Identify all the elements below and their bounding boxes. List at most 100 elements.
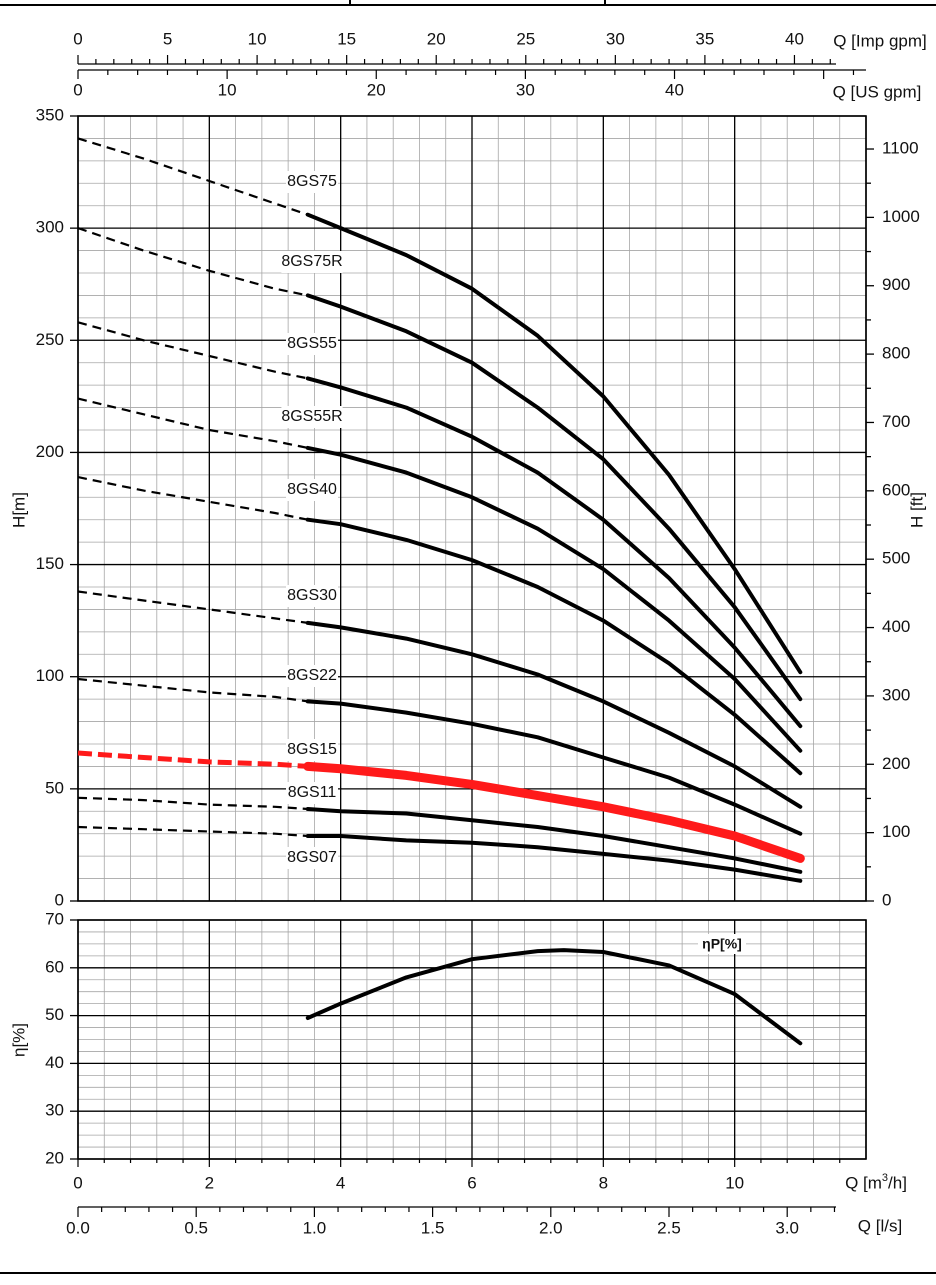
y-tick-label: 300: [36, 218, 64, 237]
curve-label-bg: [286, 171, 338, 193]
curve-8gs55: [305, 376, 803, 729]
curve-label-bg: [281, 251, 343, 273]
x-tick-label: 2: [205, 1173, 214, 1192]
eta-axis-label: η[%]: [9, 1023, 28, 1057]
imp-gpm-tick-label: 35: [695, 29, 714, 48]
curve-label-bg: [286, 665, 338, 687]
y-right-tick-label: 0: [882, 890, 891, 909]
us-gpm-axis-label: Q [US gpm]: [833, 82, 922, 101]
curve-label-bg: [286, 333, 338, 355]
curve-8gs55r-dashed: [77, 397, 309, 449]
curve-8gs11-dashed: [77, 796, 308, 811]
eta-label-bg: [698, 934, 746, 954]
curve-label-8gs22: 8GS22: [287, 667, 337, 684]
curve-8gs07-dashed: [77, 825, 308, 838]
y-tick-label: 50: [45, 778, 64, 797]
curve-8gs55r: [305, 445, 803, 753]
y-right-tick-label: 200: [882, 754, 910, 773]
y-right-tick-label: 800: [882, 344, 910, 363]
curve-8gs22: [305, 699, 803, 836]
x-tick-label: 8: [599, 1173, 608, 1192]
curve-label-bg: [286, 782, 338, 804]
us-gpm-tick-label: 0: [73, 80, 82, 99]
ls-tick-label: 2.5: [657, 1218, 681, 1237]
curve-8gs15-dashed: [77, 750, 308, 769]
imp-gpm-tick-label: 0: [73, 29, 82, 48]
curve-label-8gs55r: 8GS55R: [281, 408, 342, 425]
curve-label-8gs40: 8GS40: [287, 481, 337, 498]
ls-tick-label: 2.0: [539, 1218, 563, 1237]
imp-gpm-tick-label: 30: [606, 29, 625, 48]
eta-tick-label: 20: [45, 1148, 64, 1167]
eta-tick-label: 40: [45, 1053, 64, 1072]
curve-8gs30: [305, 620, 803, 809]
curve-8gs75r-dashed: [77, 227, 309, 297]
y-right-tick-label: 700: [882, 412, 910, 431]
y-tick-label: 150: [36, 554, 64, 573]
y-axis-label: H[m]: [9, 492, 28, 528]
curve-8gs75: [305, 212, 803, 675]
ls-axis-label: Q [l/s]: [858, 1216, 902, 1235]
curve-8gs30-dashed: [77, 590, 308, 624]
imp-gpm-tick-label: 20: [427, 29, 446, 48]
curve-label-8gs75r: 8GS75R: [281, 253, 342, 270]
y-tick-label: 200: [36, 442, 64, 461]
curve-8gs75-dashed: [77, 137, 309, 216]
y-right-axis-label: H [ft]: [907, 492, 926, 528]
curve-8gs15: [303, 761, 805, 863]
curve-label-bg: [286, 479, 338, 501]
y-tick-label: 350: [36, 105, 64, 124]
y-right-tick-label: 300: [882, 685, 910, 704]
y-right-tick-label: 900: [882, 275, 910, 294]
imp-gpm-tick-label: 25: [516, 29, 535, 48]
y-tick-label: 0: [55, 890, 64, 909]
curve-8gs22-dashed: [77, 677, 308, 703]
eta-series-label: ηP[%]: [702, 936, 742, 952]
curve-8gs07: [305, 834, 803, 883]
x-tick-label: 0: [73, 1173, 82, 1192]
x-tick-label: 10: [725, 1173, 744, 1192]
curve-label-bg: [281, 406, 343, 428]
us-gpm-tick-label: 30: [516, 80, 535, 99]
y-tick-label: 100: [36, 666, 64, 685]
curve-label-8gs11: 8GS11: [288, 784, 337, 801]
curve-8gs40-dashed: [77, 476, 309, 521]
imp-gpm-axis-label: Q [Imp gpm]: [833, 31, 927, 50]
eta-tick-label: 30: [45, 1101, 64, 1120]
curve-efficiency: [305, 948, 803, 1046]
curve-label-8gs07: 8GS07: [287, 849, 337, 866]
ls-tick-label: 0.0: [66, 1218, 90, 1237]
x-axis-label: Q [m3/h]: [845, 1172, 907, 1193]
curve-8gs55-dashed: [77, 321, 309, 380]
y-right-tick-label: 600: [882, 480, 910, 499]
x-tick-label: 6: [467, 1173, 476, 1192]
ls-tick-label: 3.0: [775, 1218, 799, 1237]
x-tick-label: 4: [336, 1173, 345, 1192]
y-right-tick-label: 100: [882, 822, 910, 841]
us-gpm-tick-label: 10: [218, 80, 237, 99]
y-right-tick-label: 1000: [882, 207, 920, 226]
curve-label-bg: [286, 585, 338, 607]
y-right-tick-label: 400: [882, 617, 910, 636]
imp-gpm-tick-label: 15: [337, 29, 356, 48]
y-right-tick-label: 1100: [882, 138, 919, 157]
eta-tick-label: 70: [45, 909, 64, 928]
ls-tick-label: 1.0: [303, 1218, 327, 1237]
curve-label-8gs30: 8GS30: [287, 587, 337, 604]
us-gpm-tick-label: 40: [665, 80, 684, 99]
ls-tick-label: 0.5: [184, 1218, 208, 1237]
eta-tick-label: 60: [45, 957, 64, 976]
imp-gpm-tick-label: 40: [785, 29, 804, 48]
curve-8gs40: [305, 517, 803, 776]
curve-label-bg: [286, 739, 338, 761]
curve-label-8gs75: 8GS75: [287, 173, 337, 190]
eta-tick-label: 50: [45, 1005, 64, 1024]
us-gpm-tick-label: 20: [367, 80, 386, 99]
imp-gpm-tick-label: 10: [248, 29, 267, 48]
imp-gpm-tick-label: 5: [163, 29, 172, 48]
curve-label-bg: [286, 847, 338, 869]
y-tick-label: 250: [36, 330, 64, 349]
ls-tick-label: 1.5: [421, 1218, 445, 1237]
